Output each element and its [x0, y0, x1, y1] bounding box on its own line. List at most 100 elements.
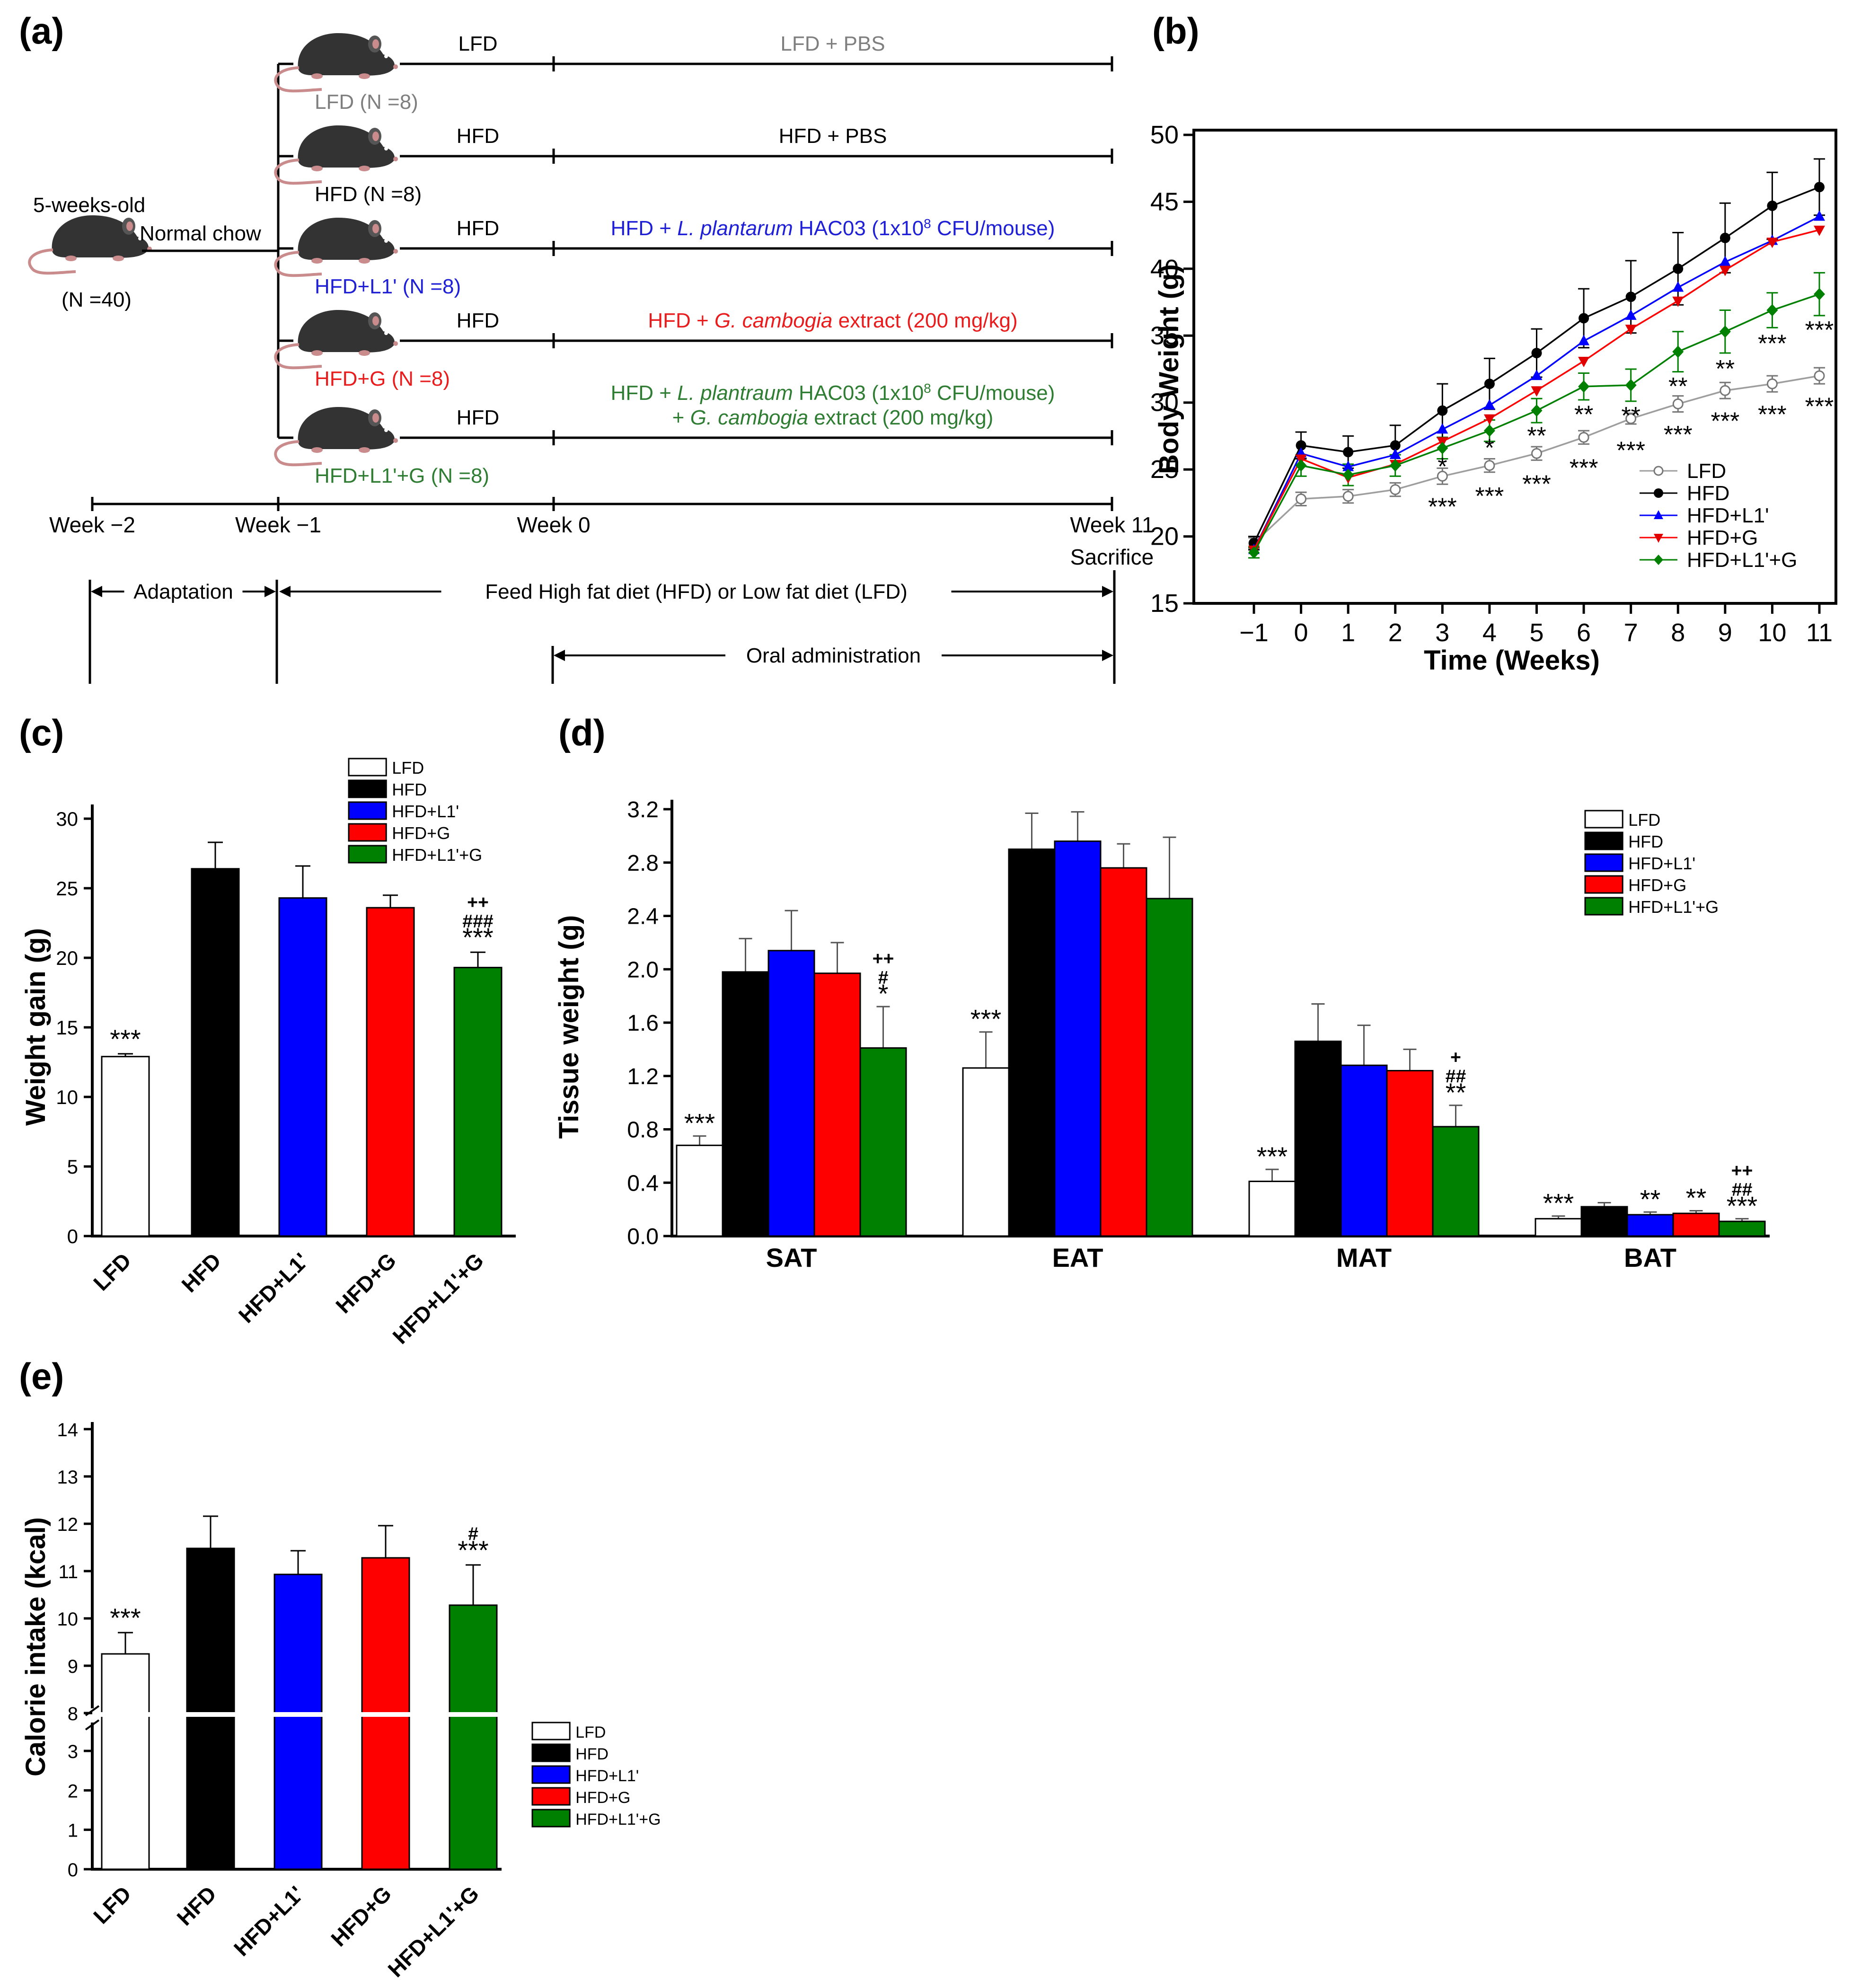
phase-label: Oral administration [746, 644, 921, 667]
significance-mark: ## [1446, 1066, 1466, 1087]
pre-diet: HFD [457, 309, 499, 332]
treatment-text: LFD + PBS [780, 32, 885, 55]
significance-mark: *** [1758, 401, 1787, 428]
y-tick-label: 0 [67, 1225, 78, 1247]
data-point [1767, 200, 1778, 211]
x-tick-label: HFD+G [331, 1248, 401, 1318]
y-tick-label: 5 [67, 1156, 78, 1178]
data-point [1814, 210, 1825, 221]
significance-mark: *** [110, 1603, 141, 1633]
bar [1340, 1064, 1388, 1237]
y-tick-label: 1 [68, 1820, 78, 1841]
legend-label: HFD [1628, 832, 1663, 851]
y-tick-label: 13 [57, 1467, 79, 1488]
legend-label: HFD+L1' [1628, 854, 1695, 873]
y-tick-label: 10 [57, 1609, 79, 1630]
legend-swatch [1584, 875, 1623, 894]
significance-mark: ** [1716, 355, 1735, 383]
significance-mark: *** [1805, 317, 1834, 344]
y-tick-label: 1.2 [627, 1064, 659, 1089]
significance-mark: *** [1727, 1191, 1757, 1220]
significance-mark: *** [1428, 494, 1457, 521]
legend-marker [1654, 534, 1663, 543]
y-axis-title: Weight gain (g) [20, 928, 51, 1126]
y-tick-label: 50 [1150, 121, 1179, 149]
data-point [1578, 335, 1590, 345]
legend-swatch [1584, 810, 1623, 829]
bar [101, 1056, 150, 1237]
x-tick-label: 7 [1624, 618, 1638, 647]
data-point [1672, 296, 1684, 307]
x-tick-label: HFD+L1'+G [383, 1881, 484, 1982]
data-point [1719, 256, 1731, 266]
data-point [1578, 357, 1590, 368]
significance-mark: ++ [873, 949, 894, 969]
legend-marker [1654, 488, 1663, 498]
legend-label: HFD [392, 780, 427, 799]
legend-label: HFD [1687, 482, 1729, 505]
legend-label: HFD+L1'+G [392, 845, 482, 865]
bar-break [272, 1712, 325, 1717]
mouse-icon [275, 218, 398, 275]
legend-label: HFD+L1' [392, 802, 459, 821]
panel-c-label: (c) [19, 712, 64, 753]
significance-mark: *** [1257, 1141, 1288, 1171]
series-line [1253, 215, 1820, 550]
bar-break [99, 1712, 152, 1717]
y-tick-label: 30 [56, 808, 78, 830]
legend-swatch [1584, 853, 1623, 872]
y-tick-label: 9 [68, 1656, 78, 1677]
bar [1672, 1212, 1720, 1237]
week-label: Week 0 [517, 512, 590, 537]
significance-mark: # [878, 968, 889, 988]
y-axis-title: Calorie intake (kcal) [20, 1517, 51, 1776]
data-point [1720, 385, 1731, 396]
data-point [1483, 424, 1495, 437]
significance-mark: * [1485, 434, 1494, 462]
panel-d-bar-chart: (d) 0.0 0.4 0.8 1.2 1.6 2.0 2.4 2.8 3.2 Tissue we… [554, 712, 1770, 1272]
significance-mark: *** [458, 1535, 488, 1565]
bar [1535, 1218, 1582, 1237]
data-point [1483, 414, 1495, 425]
mouse-icon [275, 407, 398, 465]
data-point [1437, 470, 1448, 482]
x-tick-label: MAT [1336, 1243, 1392, 1272]
significance-mark: ** [1686, 1183, 1707, 1212]
data-point [1342, 460, 1354, 471]
y-tick-label: 0.0 [627, 1224, 659, 1249]
x-tick-label: 2 [1388, 618, 1402, 647]
data-point [1295, 459, 1307, 472]
data-point [1719, 265, 1731, 276]
bar-break [184, 1712, 237, 1717]
y-tick-label: 15 [1150, 589, 1179, 618]
significance-mark: ++ [467, 892, 489, 913]
x-tick-label: 4 [1482, 618, 1497, 647]
bar [1718, 1220, 1766, 1237]
legend-marker [1654, 510, 1663, 519]
significance-mark: *** [110, 1024, 141, 1054]
y-tick-label: 30 [1150, 389, 1179, 417]
legend-label: HFD+L1'+G [1687, 548, 1797, 572]
legend-label: HFD+G [1628, 875, 1686, 895]
bar [453, 967, 503, 1237]
significance-mark: *** [970, 1004, 1001, 1034]
significance-mark: # [468, 1524, 478, 1545]
legend-marker [1653, 466, 1664, 476]
data-point [1483, 399, 1495, 410]
legend-swatch [348, 801, 387, 820]
data-point [1484, 379, 1495, 389]
significance-mark: *** [1758, 330, 1787, 357]
treatment-text: HFD + L. plantarum HAC03 (1x108 CFU/mous… [611, 216, 1055, 240]
x-tick-label: HFD [172, 1881, 221, 1930]
legend-label: HFD+G [392, 823, 450, 843]
mouse-icon [275, 33, 398, 91]
legend-swatch [531, 1743, 571, 1762]
phase-label: Feed High fat diet (HFD) or Low fat diet… [485, 580, 908, 603]
bar [101, 1653, 150, 1870]
start-mouse-icon [29, 215, 152, 273]
significance-mark: *** [462, 922, 493, 952]
data-point [1625, 325, 1637, 336]
panel-c-bar-chart: (c) 0 5 10 15 20 25 30 Weight gain (g) LFD *** HFD… [19, 712, 516, 1349]
y-tick-label: 3 [68, 1741, 78, 1762]
